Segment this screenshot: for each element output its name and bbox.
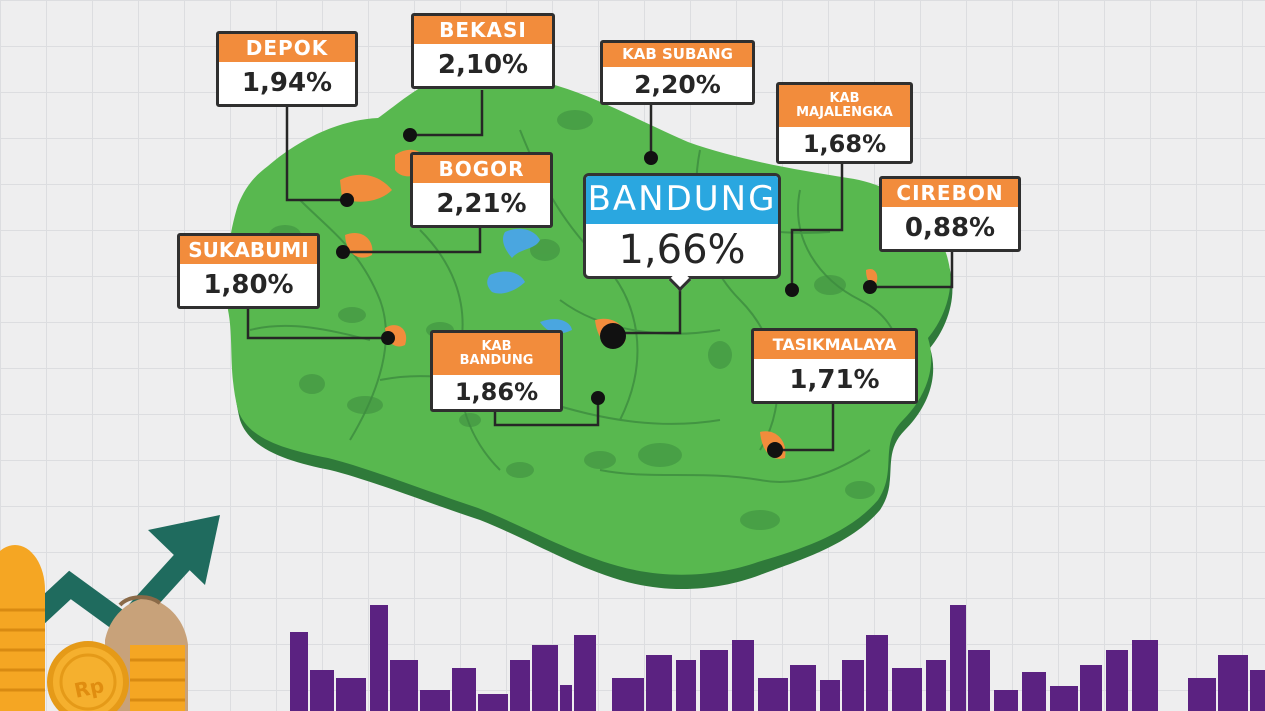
region-name: BANDUNG <box>586 176 778 224</box>
marker-kab-bandung <box>591 391 605 405</box>
label-bandung: BANDUNG 1,66% <box>583 173 781 279</box>
region-value: 2,20% <box>634 70 721 99</box>
city-skyline <box>290 605 1265 711</box>
marker-depok <box>340 193 354 207</box>
region-name: KAB MAJALENGKA <box>779 85 910 127</box>
reservoirs <box>487 228 572 334</box>
label-depok: DEPOK 1,94% <box>216 31 358 107</box>
marker-kab-subang <box>644 151 658 165</box>
marker-bogor <box>336 245 350 259</box>
region-value: 1,94% <box>241 68 333 98</box>
region-value: 0,88% <box>904 213 996 243</box>
label-bekasi: BEKASI 2,10% <box>411 13 555 89</box>
location-markers <box>336 128 877 458</box>
label-kab-majalengka: KAB MAJALENGKA 1,68% <box>776 82 913 164</box>
region-name: DEPOK <box>219 34 355 62</box>
label-bogor: BOGOR 2,21% <box>410 152 553 228</box>
region-name: SUKABUMI <box>180 236 317 264</box>
region-value: 1,68% <box>802 130 887 158</box>
label-kab-bandung: KAB BANDUNG 1,86% <box>430 330 563 412</box>
label-cirebon: CIREBON 0,88% <box>879 176 1021 252</box>
region-value: 1,66% <box>618 227 746 273</box>
marker-cirebon <box>863 280 877 294</box>
label-kab-subang: KAB SUBANG 2,20% <box>600 40 755 105</box>
marker-tasikmalaya <box>767 442 783 458</box>
region-value: 1,86% <box>454 378 539 406</box>
region-name: CIREBON <box>882 179 1018 207</box>
region-value: 2,21% <box>436 189 527 219</box>
region-name: BOGOR <box>413 155 550 183</box>
region-name: BEKASI <box>414 16 552 44</box>
region-name: KAB BANDUNG <box>433 333 560 375</box>
label-sukabumi: SUKABUMI 1,80% <box>177 233 320 309</box>
leader-lines <box>246 90 954 452</box>
label-tasikmalaya: TASIKMALAYA 1,71% <box>751 328 918 404</box>
region-name: KAB SUBANG <box>603 43 752 67</box>
marker-bandung <box>600 323 626 349</box>
marker-sukabumi <box>381 331 395 345</box>
region-name: TASIKMALAYA <box>754 331 915 359</box>
region-value: 1,71% <box>789 365 880 395</box>
marker-bekasi <box>403 128 417 142</box>
coins-icon: Rp <box>0 545 188 711</box>
marker-kab-majalengka <box>785 283 799 297</box>
region-value: 1,80% <box>203 270 294 300</box>
region-value: 2,10% <box>437 50 529 80</box>
